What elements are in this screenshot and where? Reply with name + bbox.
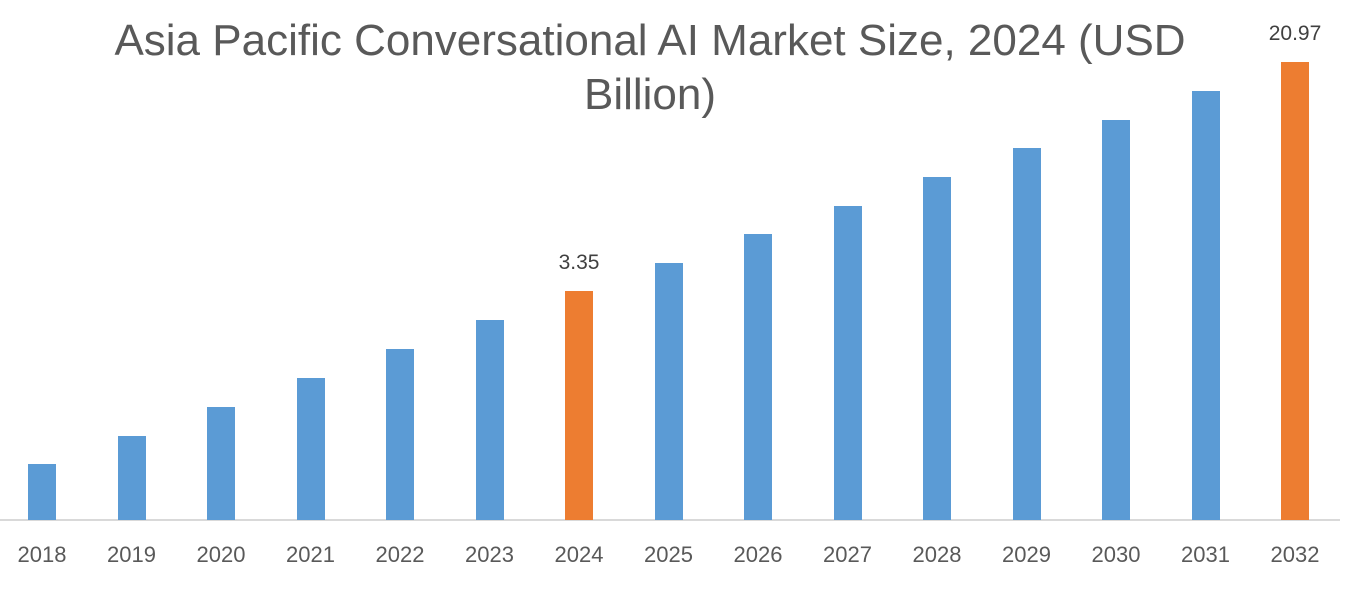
x-tick-label: 2023 [465,542,514,567]
x-axis-line [0,519,1340,521]
bar-2020 [207,407,235,520]
bar-2030 [1102,120,1130,520]
bar-2026 [744,234,772,520]
bar-2023 [475,320,504,520]
bar-2028 [923,177,951,520]
bar-2031 [1191,91,1220,520]
data-label-2024: 3.35 [558,251,600,274]
x-tick-label: 2020 [196,542,246,567]
x-tick-label: 2029 [1002,542,1051,567]
x-tick-label: 2022 [375,542,425,567]
chart-title-line2: Billion) [583,70,717,119]
x-tick-label: 2024 [554,542,604,567]
bar-2019 [117,436,146,520]
x-tick-label: 2032 [1270,542,1320,567]
bar-2018 [28,464,56,520]
x-tick-label: 2027 [823,542,872,567]
bar-2027 [833,206,862,520]
x-tick-label: 2031 [1181,542,1230,567]
bar-2032 [1281,62,1309,520]
chart-title: Asia Pacific Conversational AI Market Si… [100,14,1200,122]
x-tick-label: 2018 [17,542,67,567]
x-tick-label: 2025 [644,542,693,567]
x-tick-label: 2028 [912,542,962,567]
bar-2021 [296,378,325,520]
x-tick-label: 2019 [107,542,156,567]
bar-2022 [386,349,414,520]
bar-2025 [654,263,683,520]
x-tick-label: 2021 [286,542,335,567]
bar-2029 [1012,148,1041,520]
chart-title-line1: Asia Pacific Conversational AI Market Si… [114,16,1186,65]
bar-2024 [565,291,593,520]
x-tick-label: 2026 [733,542,783,567]
data-label-2032: 20.97 [1268,22,1322,45]
x-tick-label: 2030 [1091,542,1141,567]
